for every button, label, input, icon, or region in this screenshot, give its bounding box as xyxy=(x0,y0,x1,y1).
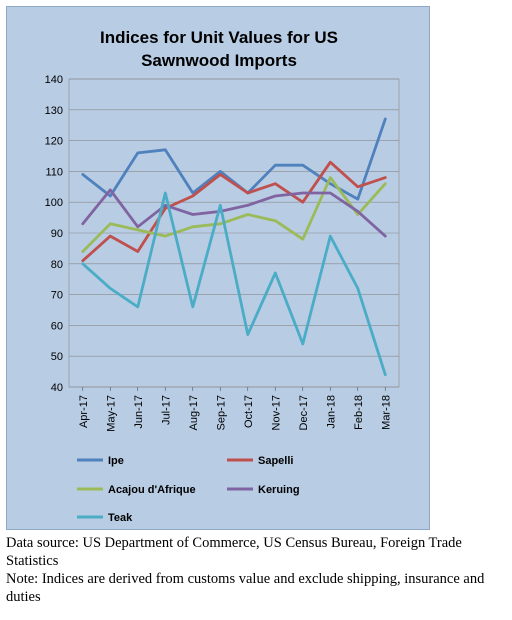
legend-label: Sapelli xyxy=(258,455,293,467)
series-line-1 xyxy=(81,160,387,263)
x-tick-label: Mar-18 xyxy=(380,395,392,430)
series-line-4 xyxy=(81,191,387,377)
y-tick-label: 120 xyxy=(45,136,63,148)
y-tick-label: 50 xyxy=(51,351,63,363)
y-tick-label: 110 xyxy=(45,166,63,178)
y-tick-label: 90 xyxy=(51,228,63,240)
y-tick-label: 130 xyxy=(45,105,63,117)
series-line-3 xyxy=(81,188,387,238)
legend-label: Teak xyxy=(108,512,133,524)
x-axis-ticks: Apr-17 May-17 Jun-17 Jul-17 Aug-17 Sep-17 Oct-… xyxy=(78,387,392,432)
legend-label: Acajou d'Afrique xyxy=(108,484,196,496)
chart-title-line-1: Indices for Unit Values for US xyxy=(100,28,338,47)
y-tick-label: 60 xyxy=(51,320,63,332)
note-text: Note: Indices are derived from customs v… xyxy=(6,571,485,605)
x-tick-label: Apr-17 xyxy=(78,395,90,428)
series-line-2 xyxy=(81,176,387,253)
x-tick-label: May-17 xyxy=(105,395,117,432)
data-source-text: Data source: US Department of Commerce, … xyxy=(6,535,462,569)
x-tick-label: Jun-17 xyxy=(133,395,145,429)
y-tick-label: 40 xyxy=(51,382,63,394)
chart-title-line-2: Sawnwood Imports xyxy=(141,51,297,70)
x-tick-label: Sep-17 xyxy=(215,395,227,430)
y-tick-label: 140 xyxy=(45,74,63,86)
y-tick-label: 70 xyxy=(51,290,63,302)
x-tick-label: Jul-17 xyxy=(160,395,172,425)
y-tick-label: 100 xyxy=(45,197,63,209)
x-tick-label: Jan-18 xyxy=(325,395,337,429)
y-tick-label: 80 xyxy=(51,259,63,271)
source-notes: Data source: US Department of Commerce, … xyxy=(6,534,506,606)
x-tick-label: Nov-17 xyxy=(270,395,282,430)
chart-panel: Indices for Unit Values for US Sawnwood … xyxy=(6,6,430,530)
x-tick-label: Aug-17 xyxy=(188,395,200,430)
x-tick-label: Feb-18 xyxy=(353,395,365,430)
legend-label: Keruing xyxy=(258,484,300,496)
line-chart: Indices for Unit Values for US Sawnwood … xyxy=(45,28,400,524)
legend-label: Ipe xyxy=(108,455,124,467)
series-lines xyxy=(81,117,387,377)
x-tick-label: Oct-17 xyxy=(243,395,255,428)
y-axis-ticks: 40 50 60 70 80 90 100 110 120 130 140 xyxy=(45,74,63,394)
legend: Ipe Sapelli Acajou d'Afrique Keruing Teak xyxy=(77,455,300,524)
x-tick-label: Dec-17 xyxy=(298,395,310,430)
